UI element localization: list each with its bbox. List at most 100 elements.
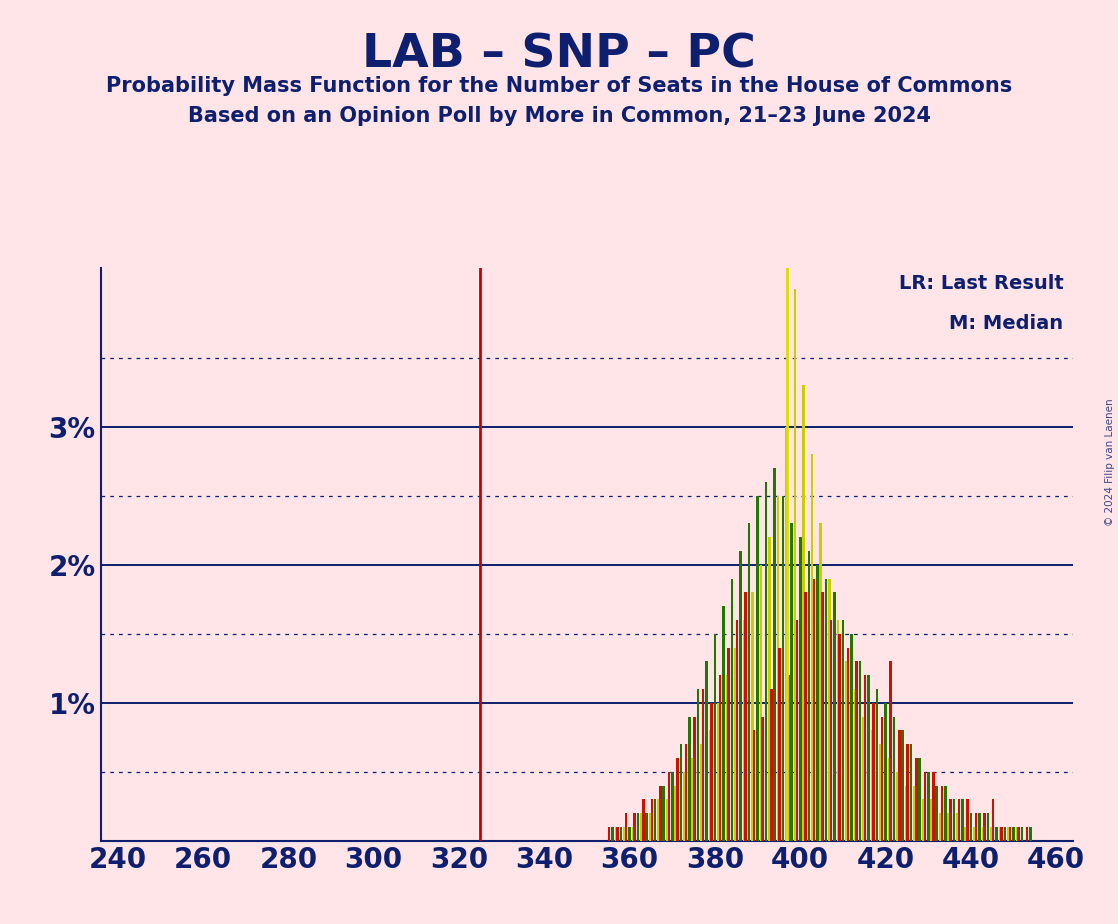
Bar [995,827,997,841]
Bar [790,523,793,841]
Bar [654,799,656,841]
Bar [969,813,973,841]
Bar [683,772,685,841]
Bar [728,648,730,841]
Bar [966,799,969,841]
Bar [923,772,926,841]
Bar [897,772,899,841]
Bar [944,785,947,841]
Bar [913,785,916,841]
Bar [1004,827,1006,841]
Bar [619,827,623,841]
Bar [868,675,870,841]
Bar [915,758,918,841]
Bar [881,717,883,841]
Bar [901,730,904,841]
Text: Based on an Opinion Poll by More in Common, 21–23 June 2024: Based on an Opinion Poll by More in Comm… [188,106,930,127]
Bar [846,648,850,841]
Bar [671,772,673,841]
Bar [879,744,882,841]
Bar [778,648,781,841]
Bar [888,758,890,841]
Bar [845,662,847,841]
Bar [821,592,824,841]
Bar [871,730,873,841]
Bar [684,744,688,841]
Text: LR: Last Result: LR: Last Result [899,274,1063,293]
Bar [940,785,944,841]
Bar [816,565,818,841]
Bar [796,620,798,841]
Bar [907,744,909,841]
Bar [623,827,626,841]
Bar [768,537,770,841]
Bar [859,662,861,841]
Bar [697,689,699,841]
Bar [932,772,935,841]
Bar [666,799,669,841]
Bar [742,620,746,841]
Bar [992,799,994,841]
Bar [794,288,796,841]
Bar [830,620,832,841]
Bar [1007,827,1010,841]
Bar [691,758,694,841]
Bar [1015,827,1018,841]
Bar [910,744,912,841]
Bar [674,785,678,841]
Bar [709,730,711,841]
Bar [608,827,610,841]
Bar [853,689,856,841]
Bar [799,537,802,841]
Bar [634,813,636,841]
Bar [975,813,977,841]
Bar [807,551,811,841]
Bar [616,827,619,841]
Bar [819,523,822,841]
Bar [719,675,721,841]
Bar [936,785,938,841]
Bar [735,648,737,841]
Bar [651,799,653,841]
Bar [710,703,713,841]
Bar [752,730,756,841]
Bar [787,675,789,841]
Bar [615,827,617,841]
Bar [751,592,754,841]
Bar [939,813,941,841]
Text: Probability Mass Function for the Number of Seats in the House of Commons: Probability Mass Function for the Number… [106,76,1012,96]
Bar [657,799,660,841]
Bar [722,606,724,841]
Bar [705,662,708,841]
Bar [693,717,695,841]
Bar [745,592,747,841]
Bar [918,758,921,841]
Bar [947,813,950,841]
Bar [978,813,980,841]
Bar [760,565,762,841]
Bar [702,689,704,841]
Text: © 2024 Filip van Laenen: © 2024 Filip van Laenen [1106,398,1115,526]
Bar [1030,827,1032,841]
Bar [1017,827,1020,841]
Bar [1001,827,1003,841]
Bar [893,717,896,841]
Bar [637,813,639,841]
Bar [612,827,614,841]
Bar [982,827,984,841]
Bar [713,634,717,841]
Bar [956,813,958,841]
Bar [659,785,662,841]
Bar [875,689,879,841]
Bar [836,620,840,841]
Bar [645,813,648,841]
Bar [973,827,976,841]
Bar [958,799,960,841]
Bar [736,620,738,841]
Bar [884,703,887,841]
Bar [680,744,682,841]
Bar [770,689,773,841]
Bar [930,799,932,841]
Bar [855,662,858,841]
Bar [825,578,827,841]
